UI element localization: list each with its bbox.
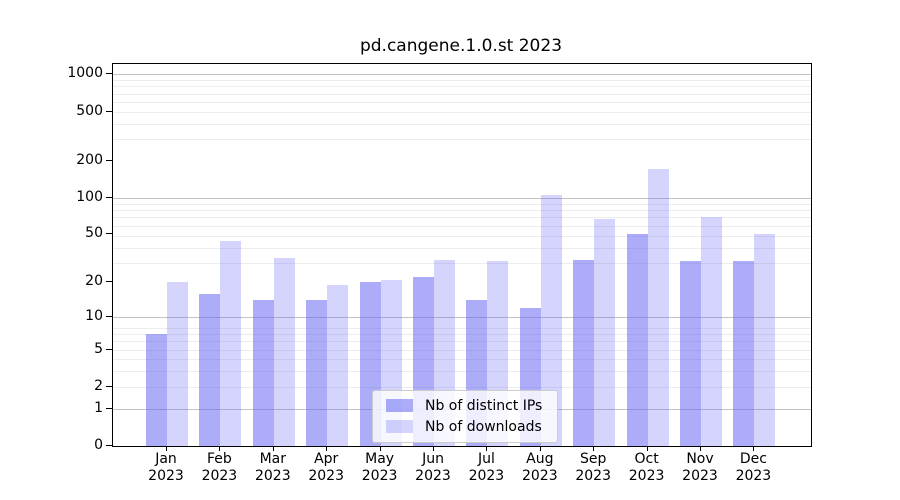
- x-tick: [219, 446, 221, 451]
- major-gridline: [113, 74, 811, 76]
- chart-title: pd.cangene.1.0.st 2023: [359, 36, 563, 56]
- y-tick: [106, 233, 112, 235]
- x-tick-label-apr: Apr 2023: [308, 451, 344, 484]
- x-tick: [646, 446, 648, 451]
- legend-label-distinct-ips: Nb of distinct IPs: [425, 397, 543, 414]
- minor-gridline: [113, 123, 811, 125]
- x-tick-label-dec: Dec 2023: [735, 451, 772, 484]
- x-tick: [700, 446, 701, 451]
- legend-item-downloads: Nb of downloads: [373, 416, 557, 437]
- minor-gridline: [113, 349, 811, 351]
- legend: Nb of distinct IPs Nb of downloads: [372, 390, 558, 443]
- x-tick-label-jun: Jun 2023: [415, 451, 451, 484]
- y-tick-label: 20: [85, 273, 103, 290]
- bar-distinct-ips-jan: [146, 334, 167, 446]
- bar-distinct-ips-dec: [733, 261, 755, 446]
- minor-gridline: [113, 203, 811, 205]
- major-gridline: [113, 317, 811, 318]
- x-tick: [593, 446, 595, 451]
- x-tick-label-jan: Jan 2023: [148, 451, 184, 484]
- bar-distinct-ips-sep: [573, 259, 595, 446]
- y-tick: [106, 281, 112, 283]
- x-tick-label-aug: Aug 2023: [521, 451, 558, 484]
- minor-gridline: [113, 86, 811, 88]
- y-tick-label: 10: [85, 308, 103, 324]
- minor-gridline: [113, 101, 811, 103]
- x-tick-label-nov: Nov 2023: [682, 451, 718, 484]
- minor-gridline: [113, 247, 811, 249]
- minor-gridline: [113, 359, 811, 361]
- minor-gridline: [113, 327, 811, 329]
- y-tick: [106, 348, 112, 350]
- x-tick: [753, 446, 755, 451]
- x-tick: [433, 446, 434, 451]
- bar-downloads-mar: [273, 257, 295, 446]
- x-tick-label-mar: Mar 2023: [254, 451, 291, 484]
- bar-distinct-ips-nov: [680, 261, 701, 446]
- y-tick-label: 0: [94, 437, 103, 453]
- bar-downloads-oct: [647, 169, 669, 446]
- bar-downloads-sep: [594, 219, 616, 446]
- x-tick-label-may: May 2023: [361, 451, 398, 484]
- x-tick: [539, 446, 541, 451]
- y-tick-label: 200: [76, 151, 103, 168]
- y-tick: [106, 196, 112, 198]
- bar-downloads-dec: [754, 234, 776, 446]
- y-tick-label: 1000: [67, 65, 103, 82]
- y-tick: [106, 407, 112, 409]
- bar-downloads-apr: [327, 284, 349, 446]
- x-tick-label-jul: Jul 2023: [468, 451, 505, 484]
- minor-gridline: [113, 217, 811, 219]
- x-tick: [379, 446, 381, 451]
- minor-gridline: [113, 235, 811, 237]
- bar-distinct-ips-feb: [199, 293, 221, 446]
- major-gridline: [113, 197, 811, 199]
- minor-gridline: [113, 139, 811, 141]
- minor-gridline: [113, 111, 811, 113]
- minor-gridline: [113, 80, 811, 81]
- legend-swatch-downloads: [386, 420, 413, 433]
- legend-swatch-distinct-ips: [386, 399, 413, 412]
- x-tick-label-feb: Feb 2023: [201, 451, 238, 484]
- x-tick-label-sep: Sep 2023: [575, 451, 611, 484]
- y-tick: [106, 73, 112, 75]
- minor-gridline: [113, 210, 811, 212]
- y-tick-label: 500: [76, 102, 103, 119]
- minor-gridline: [113, 341, 811, 343]
- y-tick-label: 2: [94, 377, 103, 394]
- y-tick-label: 100: [76, 188, 103, 205]
- x-tick-label-oct: Oct 2023: [628, 451, 665, 484]
- legend-label-downloads: Nb of downloads: [425, 418, 542, 435]
- bar-downloads-nov: [701, 216, 722, 446]
- bar-distinct-ips-mar: [252, 300, 274, 446]
- y-tick-label: 5: [94, 340, 103, 357]
- y-tick: [106, 445, 112, 446]
- minor-gridline: [113, 371, 811, 373]
- y-tick: [106, 110, 112, 112]
- bar-downloads-feb: [220, 241, 242, 446]
- y-tick: [106, 385, 112, 387]
- minor-gridline: [113, 386, 811, 388]
- y-tick: [106, 159, 112, 161]
- y-tick-label: 50: [85, 225, 103, 242]
- x-tick: [166, 446, 167, 451]
- bar-downloads-jan: [167, 282, 188, 446]
- bar-distinct-ips-apr: [306, 300, 328, 446]
- x-tick: [326, 446, 328, 451]
- x-tick: [486, 446, 488, 451]
- x-tick: [272, 446, 274, 451]
- plot-area: [112, 63, 812, 447]
- y-tick: [106, 316, 112, 317]
- bar-distinct-ips-oct: [626, 234, 648, 446]
- y-tick-label: 1: [94, 399, 103, 416]
- bar-downloads-aug: [540, 195, 562, 446]
- minor-gridline: [113, 225, 811, 227]
- minor-gridline: [113, 93, 811, 95]
- minor-gridline: [113, 334, 811, 336]
- minor-gridline: [113, 263, 811, 264]
- legend-item-distinct-ips: Nb of distinct IPs: [373, 395, 557, 416]
